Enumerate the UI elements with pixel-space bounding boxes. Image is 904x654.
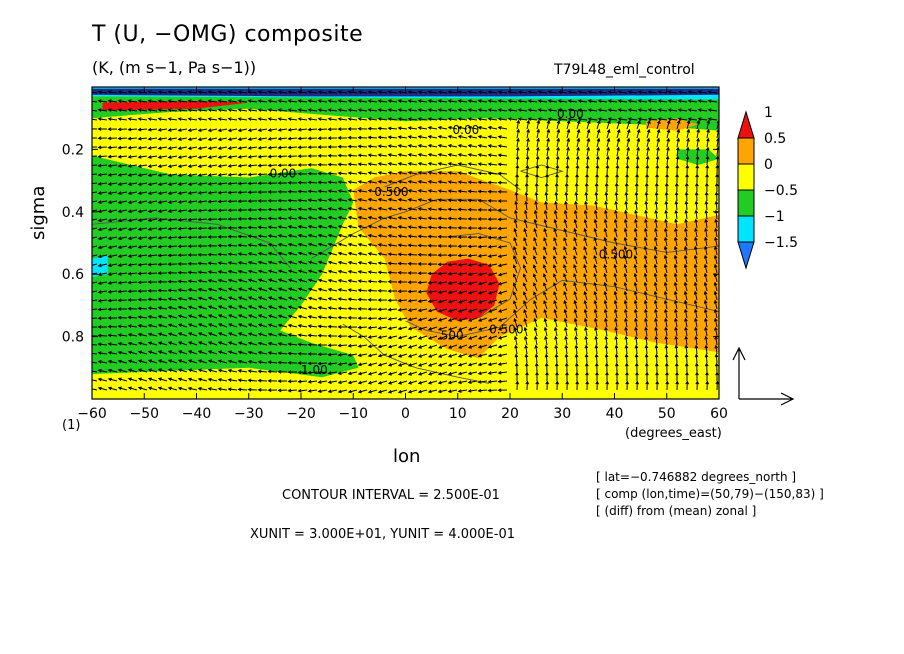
x-unit-label: (degrees_east) [625,426,722,441]
contour-labels: 0.00 0.00 0.500 0.500 0.500 .500 1.00 0.00 [270,107,634,377]
colorbar-label-1: −1 [764,209,785,225]
panel-number: (1) [62,418,81,433]
contour-line-b [405,279,719,338]
contour-label-0: 0.00 [270,167,297,181]
contour-label-7: 0.00 [557,107,584,121]
info-line-diff: [ (diff) from (mean) zonal ] [596,504,757,518]
x-axis-label: lon [393,446,421,467]
vector-arrows [92,90,719,394]
colorbar-label-3: 0 [764,157,773,173]
chart-title: T (U, −OMG) composite [92,22,364,47]
contour-label-4: 0.500 [489,323,523,337]
contour-line-e [342,323,490,384]
colorbar-label-2: −0.5 [764,183,798,199]
colorbar: −1.5 −1 −0.5 0 0.5 1 [737,105,798,270]
x-tick-label-30: 30 [553,406,571,422]
colorbar-segment-5 [737,110,755,139]
colorbar-segment-3 [737,163,755,191]
info-line-lat: [ lat=−0.746882 degrees_north ] [596,470,797,484]
vector-unit-label: XUNIT = 3.000E+01, YUNIT = 4.000E-01 [250,527,515,542]
x-tick-label--20: −20 [286,406,316,422]
x-tick-label-40: 40 [606,406,624,422]
contour-label-2: 0.500 [374,185,408,199]
contour-interval-label: CONTOUR INTERVAL = 2.500E-01 [282,488,500,503]
colorbar-label-0: −1.5 [764,235,798,251]
colorbar-segment-2 [737,189,755,217]
units-label: (K, (m s−1, Pa s−1)) [92,58,257,77]
x-tick-label--40: −40 [182,406,212,422]
x-tick-label-10: 10 [449,406,467,422]
contour-line-d [384,164,521,191]
colorbar-segment-0 [737,241,755,270]
reference-vector [732,346,795,406]
contour-line-g [520,164,564,178]
y-tick-label-0.4: 0.4 [62,205,84,221]
colorbar-label-5: 1 [764,105,773,121]
colorbar-label-4: 0.5 [764,131,786,147]
contour-label-1: 0.00 [453,123,480,137]
reference-vector-arrows [732,346,795,406]
x-tick-label--50: −50 [129,406,159,422]
axis-ticks: −60 −50 −40 −30 −20 −10 0 10 20 30 40 50 60 0.2 0.4 0.6… [62,87,728,422]
contour-label-3: 0.500 [599,248,633,262]
x-tick-label-50: 50 [658,406,676,422]
y-tick-label-0.2: 0.2 [62,142,84,158]
info-line-comp: [ comp (lon,time)=(50,79)−(150,83) ] [596,487,824,501]
x-tick-label--60: −60 [77,406,107,422]
vector-arrow-field [92,90,719,394]
y-tick-label-0.6: 0.6 [62,267,84,283]
x-tick-label-0: 0 [401,406,410,422]
experiment-label: T79L48_eml_control [554,62,695,78]
contour-lines [92,164,719,384]
colorbar-segment-1 [737,215,755,243]
colorbar-segment-4 [737,137,755,165]
field-layer [92,87,719,399]
contour-label-5: .500 [437,329,464,343]
y-axis-label: sigma [28,185,49,240]
contour-line-c [447,233,521,319]
y-tick-label-0.8: 0.8 [62,330,84,346]
x-tick-label--10: −10 [338,406,368,422]
x-tick-label-60: 60 [710,406,728,422]
contour-label-6: 1.00 [301,363,328,377]
x-tick-label-20: 20 [501,406,519,422]
contour-line-a [311,198,719,259]
x-tick-label--30: −30 [234,406,264,422]
field-red-top-streak [102,101,249,111]
